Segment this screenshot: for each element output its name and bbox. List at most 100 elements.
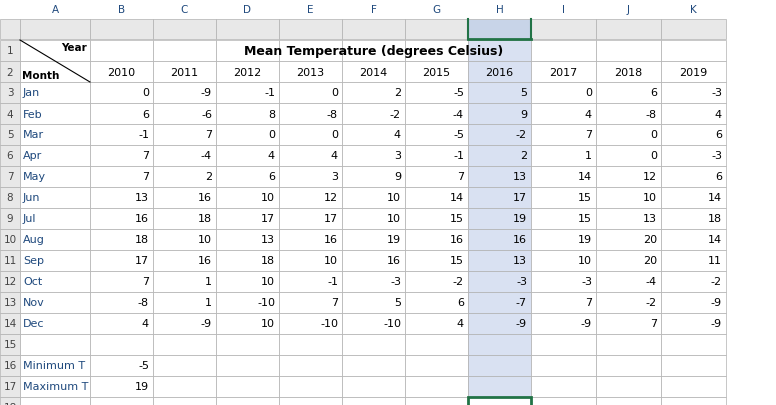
Bar bbox=[661, 83, 726, 104]
Text: -5: -5 bbox=[453, 88, 464, 98]
Bar bbox=[596, 146, 661, 166]
Bar bbox=[0, 376, 20, 397]
Bar bbox=[531, 230, 596, 250]
Text: 16: 16 bbox=[198, 193, 212, 203]
Bar bbox=[20, 166, 90, 188]
Text: 2012: 2012 bbox=[234, 67, 262, 77]
Bar bbox=[20, 397, 90, 405]
Text: 6: 6 bbox=[650, 88, 657, 98]
Bar bbox=[216, 209, 279, 230]
Text: 16: 16 bbox=[198, 256, 212, 266]
Bar bbox=[279, 313, 342, 334]
Bar bbox=[342, 146, 405, 166]
Text: 10: 10 bbox=[643, 193, 657, 203]
Bar bbox=[531, 292, 596, 313]
Text: Nov: Nov bbox=[23, 298, 45, 308]
Bar bbox=[596, 355, 661, 376]
Bar bbox=[90, 20, 153, 40]
Text: 19: 19 bbox=[135, 382, 149, 392]
Text: 18: 18 bbox=[135, 235, 149, 245]
Text: 6: 6 bbox=[715, 130, 722, 140]
Text: 16: 16 bbox=[3, 360, 16, 371]
Bar bbox=[0, 166, 20, 188]
Bar bbox=[153, 230, 216, 250]
Bar bbox=[216, 313, 279, 334]
Text: 0: 0 bbox=[268, 130, 275, 140]
Text: 7: 7 bbox=[650, 319, 657, 329]
Bar bbox=[153, 188, 216, 209]
Bar bbox=[90, 62, 153, 83]
Text: 0: 0 bbox=[331, 88, 338, 98]
Bar bbox=[20, 376, 90, 397]
Text: 10: 10 bbox=[261, 277, 275, 287]
Bar bbox=[405, 271, 468, 292]
Bar bbox=[596, 313, 661, 334]
Text: 0: 0 bbox=[650, 151, 657, 161]
Bar bbox=[216, 125, 279, 146]
Bar bbox=[90, 83, 153, 104]
Bar bbox=[153, 292, 216, 313]
Bar bbox=[20, 41, 90, 62]
Bar bbox=[405, 41, 468, 62]
Text: 14: 14 bbox=[450, 193, 464, 203]
Text: 17: 17 bbox=[135, 256, 149, 266]
Text: 4: 4 bbox=[585, 109, 592, 119]
Bar bbox=[279, 376, 342, 397]
Bar bbox=[90, 166, 153, 188]
Bar bbox=[468, 104, 531, 125]
Bar bbox=[20, 230, 90, 250]
Bar bbox=[596, 188, 661, 209]
Bar bbox=[531, 125, 596, 146]
Text: 7: 7 bbox=[142, 277, 149, 287]
Bar bbox=[468, 397, 531, 405]
Text: 13: 13 bbox=[261, 235, 275, 245]
Bar bbox=[216, 20, 279, 40]
Bar bbox=[279, 334, 342, 355]
Bar bbox=[90, 250, 153, 271]
Text: 19: 19 bbox=[513, 214, 527, 224]
Bar bbox=[468, 188, 531, 209]
Bar bbox=[342, 125, 405, 146]
Text: 18: 18 bbox=[261, 256, 275, 266]
Text: 7: 7 bbox=[585, 298, 592, 308]
Text: -8: -8 bbox=[327, 109, 338, 119]
Bar bbox=[661, 146, 726, 166]
Text: 1: 1 bbox=[205, 277, 212, 287]
Bar bbox=[20, 292, 90, 313]
Bar bbox=[468, 230, 531, 250]
Bar bbox=[596, 271, 661, 292]
Text: 2019: 2019 bbox=[679, 67, 708, 77]
Text: I: I bbox=[562, 5, 565, 15]
Bar bbox=[405, 166, 468, 188]
Bar bbox=[596, 166, 661, 188]
Bar bbox=[661, 20, 726, 40]
Bar bbox=[0, 250, 20, 271]
Text: -3: -3 bbox=[711, 151, 722, 161]
Bar bbox=[90, 104, 153, 125]
Text: -9: -9 bbox=[516, 319, 527, 329]
Bar bbox=[531, 355, 596, 376]
Text: -8: -8 bbox=[646, 109, 657, 119]
Text: 6: 6 bbox=[268, 172, 275, 182]
Bar bbox=[0, 292, 20, 313]
Bar bbox=[153, 250, 216, 271]
Bar bbox=[405, 20, 468, 40]
Text: Minimum T: Minimum T bbox=[23, 360, 85, 371]
Bar bbox=[0, 104, 20, 125]
Bar bbox=[342, 62, 405, 83]
Text: 5: 5 bbox=[7, 130, 13, 140]
Bar bbox=[153, 313, 216, 334]
Text: 17: 17 bbox=[513, 193, 527, 203]
Bar bbox=[661, 230, 726, 250]
Bar bbox=[90, 188, 153, 209]
Text: -3: -3 bbox=[581, 277, 592, 287]
Text: 15: 15 bbox=[578, 214, 592, 224]
Text: 2011: 2011 bbox=[171, 67, 199, 77]
Bar bbox=[90, 292, 153, 313]
Bar bbox=[90, 355, 153, 376]
Bar bbox=[596, 209, 661, 230]
Text: Jan: Jan bbox=[23, 88, 40, 98]
Bar bbox=[531, 313, 596, 334]
Bar bbox=[342, 209, 405, 230]
Bar bbox=[531, 250, 596, 271]
